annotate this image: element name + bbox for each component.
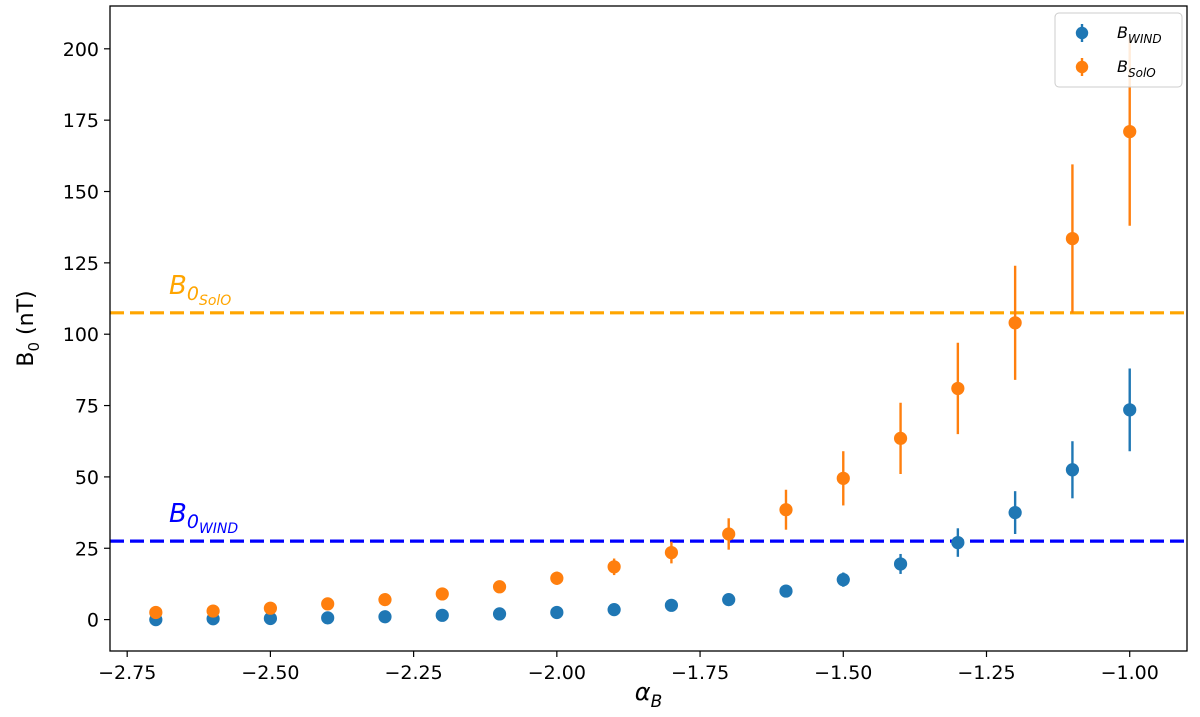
- data-point: [263, 611, 278, 626]
- legend-label-main: B: [1117, 57, 1128, 76]
- data-point: [607, 560, 621, 574]
- y-tick-label: 175: [63, 110, 99, 132]
- y-axis-label-unit: (nT): [14, 290, 39, 342]
- x-tick-label: −1.75: [671, 662, 729, 684]
- reference-line-label-sub: 0: [187, 511, 199, 533]
- data-point: [1065, 231, 1080, 246]
- data-point: [664, 598, 679, 612]
- data-point: [722, 593, 736, 607]
- legend-marker: [1075, 60, 1089, 74]
- legend-label-sub: SolO: [1128, 66, 1156, 80]
- y-axis-label-sub: 0: [25, 342, 43, 352]
- plot-frame: [109, 5, 1188, 652]
- data-point: [779, 584, 793, 598]
- y-tick-label: 75: [75, 396, 99, 418]
- data-point: [1008, 505, 1022, 520]
- legend-marker: [1075, 26, 1089, 40]
- data-point: [779, 503, 793, 517]
- x-tick-label: −2.75: [98, 662, 156, 684]
- data-point: [378, 610, 392, 624]
- data-point: [893, 557, 908, 571]
- y-tick-label: 200: [63, 39, 99, 61]
- legend-label: BWIND: [1117, 23, 1162, 46]
- x-axis-label-main: α: [635, 678, 651, 706]
- reference-line-label-sub: 0: [187, 283, 199, 305]
- data-point: [149, 605, 163, 620]
- data-point: [1123, 403, 1137, 417]
- legend-label-sub: WIND: [1128, 32, 1162, 46]
- y-tick-label: 25: [75, 538, 99, 560]
- x-tick-label: −2.25: [385, 662, 443, 684]
- data-point: [321, 597, 335, 611]
- data-point: [607, 603, 621, 617]
- x-axis-label-sub: B: [651, 692, 663, 712]
- reference-line-label-main: B: [169, 499, 187, 529]
- x-tick-label: −2.00: [528, 662, 586, 684]
- y-axis-label: B0 (nT): [14, 290, 43, 366]
- data-point: [321, 611, 335, 625]
- data-point: [206, 604, 220, 618]
- data-point: [492, 580, 507, 594]
- y-tick-label: 125: [63, 253, 99, 275]
- data-point: [1008, 316, 1022, 330]
- x-tick-label: −1.25: [957, 662, 1015, 684]
- y-axis-ticks: 0 25 50 75 100 125 150 175 200: [63, 39, 110, 632]
- x-axis-label: αB: [635, 678, 663, 712]
- data-point: [951, 381, 965, 396]
- y-tick-label: 150: [63, 182, 99, 204]
- data-points: [149, 124, 1137, 627]
- y-tick-label: 100: [63, 324, 99, 346]
- data-point: [664, 545, 679, 560]
- data-point: [492, 607, 507, 621]
- x-tick-label: −1.00: [1101, 662, 1159, 684]
- data-point: [263, 601, 278, 615]
- data-point: [435, 608, 449, 622]
- x-tick-label: −1.50: [814, 662, 872, 684]
- reference-line-label: B0SolO: [169, 271, 231, 309]
- data-point: [722, 527, 736, 541]
- data-point: [1123, 124, 1137, 139]
- reference-line-label-subsub: SolO: [199, 293, 231, 309]
- reference-line-label: B0WIND: [169, 499, 238, 537]
- data-point: [550, 605, 564, 620]
- data-point: [951, 535, 965, 550]
- data-point: [435, 587, 449, 601]
- data-point: [550, 571, 564, 585]
- legend-label-main: B: [1117, 23, 1128, 42]
- reference-line-label-main: B: [169, 271, 187, 301]
- data-point: [836, 573, 850, 587]
- y-tick-label: 0: [87, 610, 99, 632]
- data-point: [836, 471, 850, 485]
- x-axis-ticks: −2.75 −2.50 −2.25 −2.00 −1.75 −1.50 −1.25 −1.00: [98, 651, 1159, 684]
- y-axis-label-main: B: [14, 352, 39, 367]
- data-point: [893, 431, 908, 445]
- legend-label: BSolO: [1117, 57, 1156, 80]
- data-point: [378, 593, 392, 607]
- data-point: [1065, 463, 1080, 477]
- y-tick-label: 50: [75, 467, 99, 489]
- x-tick-label: −2.50: [241, 662, 299, 684]
- reference-line-label-subsub: WIND: [199, 521, 238, 537]
